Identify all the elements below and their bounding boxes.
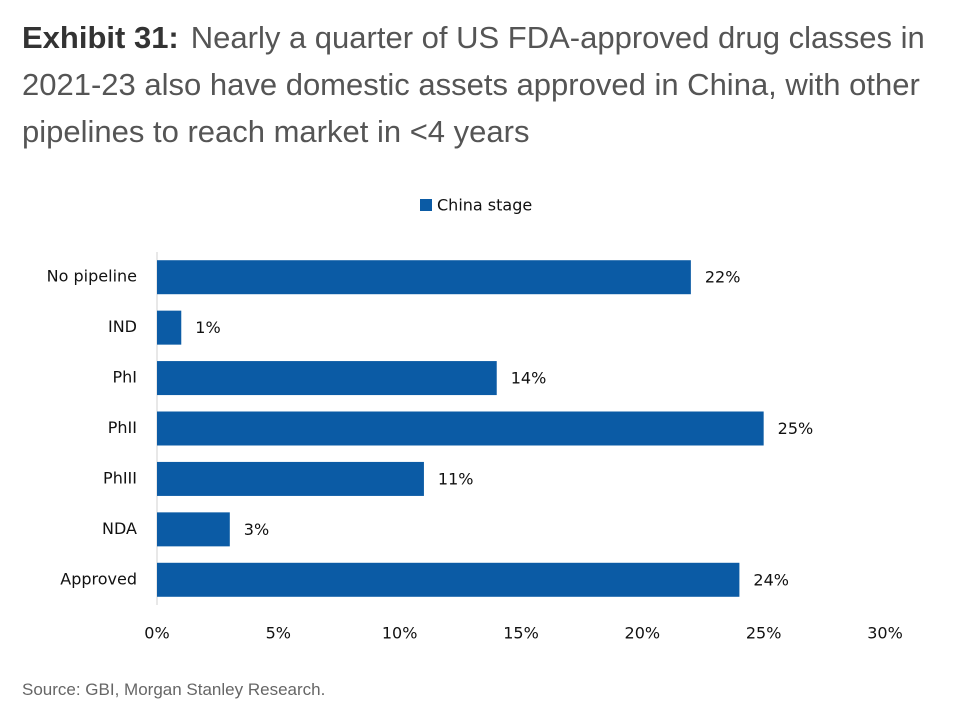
bar [157,562,740,597]
exhibit-label: Exhibit 31: [22,20,179,55]
value-label: 22% [705,268,741,287]
x-tick-label: 10% [382,624,418,643]
y-tick-label: Approved [60,569,137,588]
bar [157,512,230,547]
value-label: 25% [778,419,814,438]
value-label: 14% [511,369,547,388]
y-tick-label: NDA [102,519,137,538]
bar [157,260,691,295]
title-block: Exhibit 31: Nearly a quarter of US FDA-ap… [22,14,942,155]
bar [157,461,424,496]
y-tick-label: PhI [112,368,137,387]
x-tick-label: 30% [867,624,903,643]
bar [157,361,497,396]
bar [157,310,182,345]
legend-swatch [420,199,432,211]
value-label: 3% [244,520,269,539]
value-label: 1% [195,318,220,337]
x-tick-label: 25% [746,624,782,643]
x-tick-label: 5% [266,624,291,643]
bar [157,411,764,446]
source-note: Source: GBI, Morgan Stanley Research. [22,680,326,699]
y-tick-label: No pipeline [47,267,137,286]
y-tick-label: IND [108,317,137,336]
x-tick-label: 15% [503,624,539,643]
value-label: 11% [438,469,474,488]
value-label: 24% [753,570,789,589]
x-tick-label: 0% [144,624,169,643]
chart-title: Nearly a quarter of US FDA-approved drug… [22,20,925,149]
y-tick-label: PhII [108,418,137,437]
y-tick-label: PhIII [103,468,137,487]
legend-label: China stage [437,196,532,215]
x-tick-label: 20% [625,624,661,643]
chart: China stage 0% 5% 10% 15% 20% 25% 30% No pipelin… [47,196,903,643]
